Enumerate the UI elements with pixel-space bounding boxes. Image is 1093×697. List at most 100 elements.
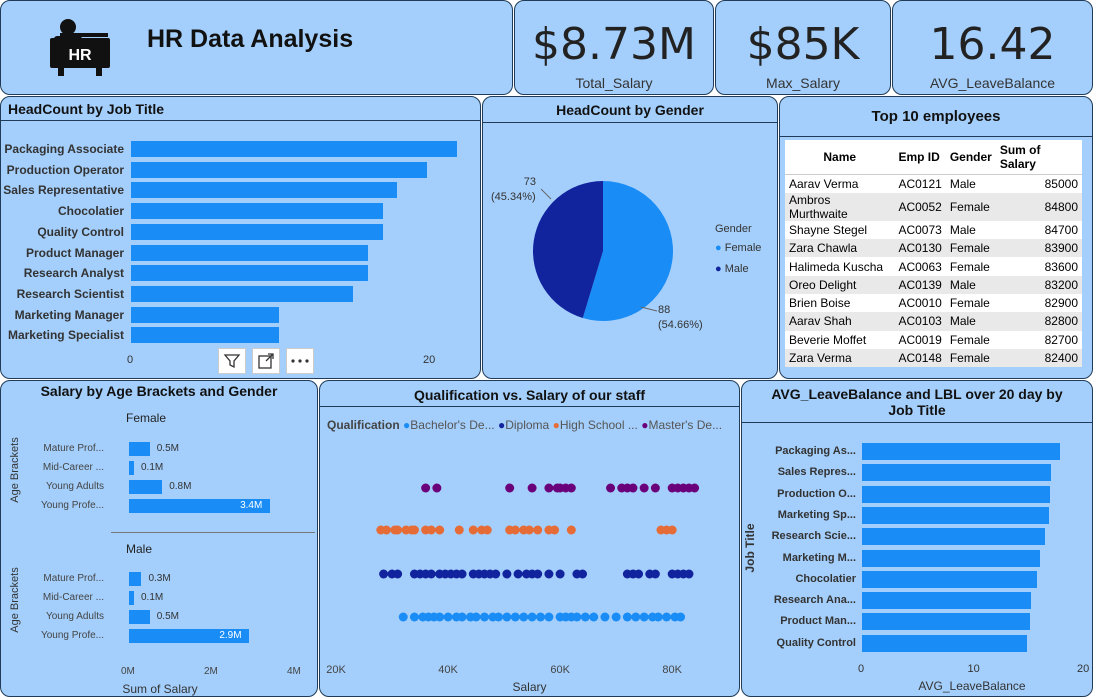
scatter-point[interactable]: [631, 612, 641, 622]
scatter-point[interactable]: [555, 569, 565, 579]
top10-panel[interactable]: Top 10 employees Name Emp ID Gender Sum …: [779, 96, 1093, 379]
scatter-point[interactable]: [580, 612, 590, 622]
table-row[interactable]: Shayne Stegel AC0073 Male 84700: [785, 221, 1082, 239]
scatter-point[interactable]: [533, 569, 543, 579]
scatter-point[interactable]: [426, 525, 436, 535]
scatter-point[interactable]: [398, 612, 408, 622]
scatter-point[interactable]: [634, 569, 644, 579]
pie-slice-male[interactable]: [533, 181, 603, 319]
filter-icon[interactable]: [218, 348, 246, 374]
table-row[interactable]: Ambros Murthwaite AC0052 Female 84800: [785, 192, 1082, 221]
scatter-point[interactable]: [421, 483, 431, 493]
scatter-point[interactable]: [606, 483, 616, 493]
col-header-gender[interactable]: Gender: [945, 140, 996, 175]
scatter-point[interactable]: [527, 483, 537, 493]
scatter-point[interactable]: [471, 612, 481, 622]
scatter-point[interactable]: [550, 525, 560, 535]
scatter-point[interactable]: [393, 525, 403, 535]
scatter-point[interactable]: [513, 569, 523, 579]
scatter-point[interactable]: [572, 612, 582, 622]
scatter-point[interactable]: [524, 525, 534, 535]
scatter-point[interactable]: [536, 612, 546, 622]
scatter-point[interactable]: [566, 483, 576, 493]
col-header-empid[interactable]: Emp ID: [894, 140, 946, 175]
col-header-name[interactable]: Name: [785, 140, 895, 175]
scatter-point[interactable]: [510, 525, 520, 535]
scatter-point[interactable]: [505, 483, 515, 493]
header-panel: HR HR Data Analysis: [0, 0, 513, 95]
scatter-point[interactable]: [426, 569, 436, 579]
scatter-point[interactable]: [502, 612, 512, 622]
table-cell: AC0073: [898, 222, 942, 237]
table-cell: 83900: [995, 239, 1082, 258]
scatter-point[interactable]: [684, 569, 694, 579]
scatter-point[interactable]: [409, 612, 419, 622]
scatter-point[interactable]: [653, 612, 663, 622]
scatter-point[interactable]: [381, 525, 391, 535]
scatter-point[interactable]: [566, 525, 576, 535]
scatter-point[interactable]: [544, 569, 554, 579]
table-row[interactable]: Aarav Shah AC0103 Male 82800: [785, 312, 1082, 331]
headcount-job-panel[interactable]: HeadCount by Job Title Packaging Associa…: [0, 96, 481, 379]
scatter-point[interactable]: [457, 569, 467, 579]
more-options-icon[interactable]: [286, 348, 314, 374]
scatter-point[interactable]: [600, 612, 610, 622]
scatter-point[interactable]: [650, 483, 660, 493]
scatter-point[interactable]: [454, 525, 464, 535]
pie-slice-female[interactable]: [582, 181, 673, 321]
headcount-gender-panel[interactable]: HeadCount by Gender 88 (54.66%) 73 (45.34%)…: [482, 96, 778, 379]
scatter-point[interactable]: [479, 612, 489, 622]
bar: [131, 141, 457, 157]
data-label: 3.4M: [240, 500, 263, 511]
table-row[interactable]: Aarav Verma AC0121 Male 85000: [785, 175, 1082, 193]
scatter-point[interactable]: [533, 525, 543, 535]
table-row[interactable]: Halimeda Kuscha AC0063 Female 83600: [785, 257, 1082, 275]
scatter-point[interactable]: [435, 525, 445, 535]
scatter-point[interactable]: [578, 569, 588, 579]
scatter-point[interactable]: [589, 612, 599, 622]
scatter-point[interactable]: [491, 569, 501, 579]
scatter-point[interactable]: [457, 612, 467, 622]
legend-dot-masters: ●: [641, 418, 649, 432]
scatter-point[interactable]: [667, 525, 677, 535]
scatter-point[interactable]: [622, 612, 632, 622]
scatter-point[interactable]: [519, 612, 529, 622]
scatter-point[interactable]: [468, 525, 478, 535]
table-row[interactable]: Brien Boise AC0010 Female 82900: [785, 294, 1082, 312]
qualification-panel[interactable]: Qualification vs. Salary of our staff Qu…: [319, 380, 740, 697]
scatter-point[interactable]: [527, 612, 537, 622]
leave-balance-panel[interactable]: AVG_LeaveBalance and LBL over 20 day by …: [741, 380, 1093, 697]
scatter-point[interactable]: [443, 612, 453, 622]
scatter-point[interactable]: [650, 569, 660, 579]
focus-mode-icon[interactable]: [252, 348, 280, 374]
scatter-point[interactable]: [639, 483, 649, 493]
scatter-point[interactable]: [690, 483, 700, 493]
scatter-point[interactable]: [379, 569, 389, 579]
scatter-point[interactable]: [393, 569, 403, 579]
scatter-point[interactable]: [510, 612, 520, 622]
table-row[interactable]: Oreo Delight AC0139 Male 83200: [785, 275, 1082, 294]
scatter-point[interactable]: [435, 612, 445, 622]
panel-title: Qualification vs. Salary of our staff: [413, 387, 646, 403]
table-row[interactable]: Beverie Moffet AC0019 Female 82700: [785, 331, 1082, 349]
col-header-salary[interactable]: Sum of Salary: [995, 140, 1082, 175]
table-cell: Male: [945, 275, 996, 294]
scatter-point[interactable]: [493, 612, 503, 622]
scatter-point[interactable]: [676, 612, 686, 622]
table-row[interactable]: Zara Verma AC0148 Female 82400: [785, 348, 1082, 368]
scatter-point[interactable]: [502, 569, 512, 579]
legend-label-female: Female: [724, 242, 762, 254]
scatter-point[interactable]: [482, 525, 492, 535]
scatter-point[interactable]: [544, 483, 554, 493]
age-salary-panel[interactable]: Salary by Age Brackets and Gender Female…: [0, 380, 318, 697]
kpi-value: $85K: [746, 19, 860, 70]
scatter-point[interactable]: [662, 612, 672, 622]
scatter-point[interactable]: [611, 612, 621, 622]
scatter-point[interactable]: [639, 612, 649, 622]
table-row[interactable]: Zara Chawla AC0130 Female 83900: [785, 239, 1082, 258]
scatter-point[interactable]: [432, 483, 442, 493]
scatter-point[interactable]: [628, 483, 638, 493]
y-axis-label: Age Brackets: [9, 567, 21, 633]
scatter-point[interactable]: [409, 525, 419, 535]
scatter-point[interactable]: [544, 612, 554, 622]
